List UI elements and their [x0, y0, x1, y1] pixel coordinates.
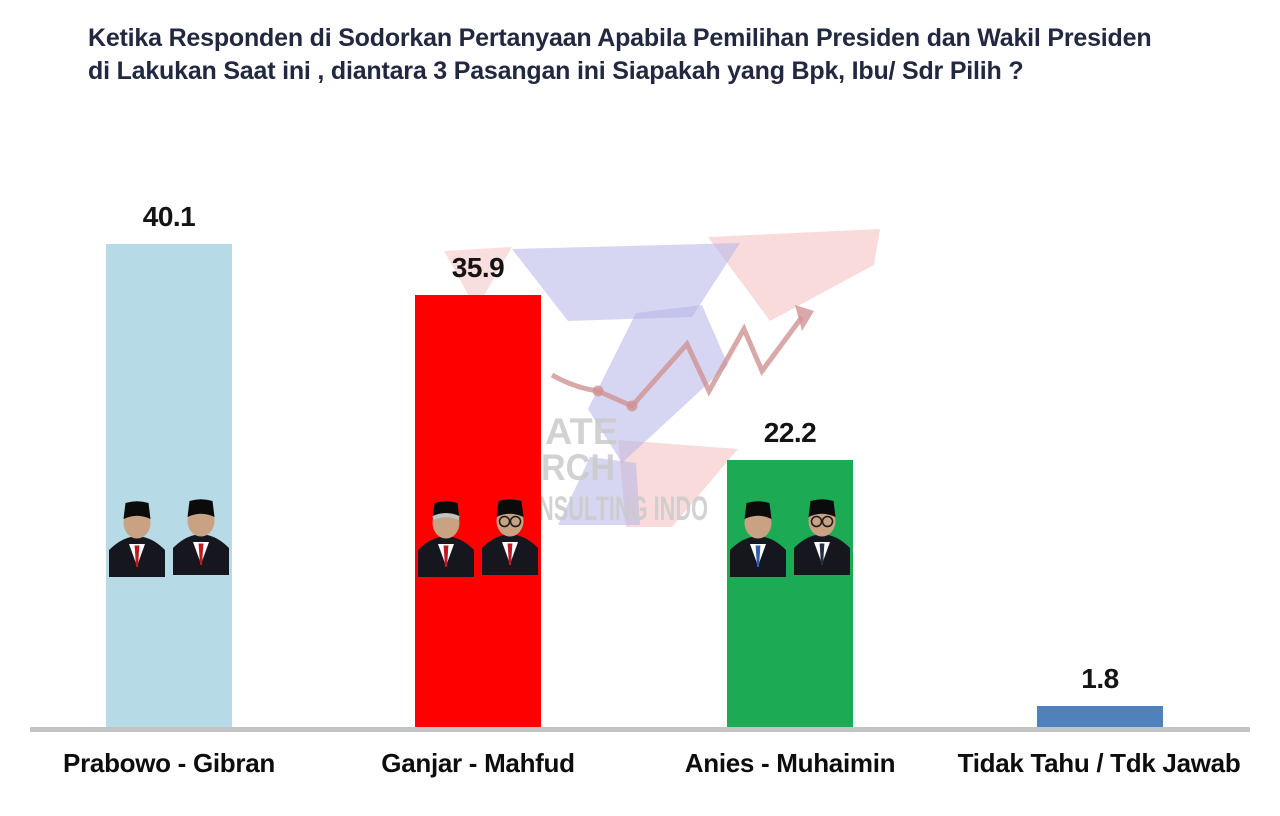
bar-column-anies-muhaimin: 22.2: [727, 417, 853, 728]
mahfud-photo: [482, 499, 538, 575]
chart-title-line1: Ketika Responden di Sodorkan Pertanyaan …: [88, 24, 1152, 52]
anies-muhaimin-pair-photo: [730, 499, 850, 577]
category-label-prabowo-gibran: Prabowo - Gibran: [63, 748, 275, 778]
watermark-text-line3: NSULTING INDO: [538, 490, 708, 528]
bar-value-label-anies-muhaimin: 22.2: [763, 417, 817, 448]
bar-value-label-tidak-tahu: 1.8: [1081, 663, 1119, 694]
muhaimin-photo: [794, 499, 850, 575]
bar-value-label-ganjar-mahfud: 35.9: [451, 252, 505, 283]
watermark-pink-triangle-top-right: [708, 229, 880, 321]
watermark-purple-band-bottom: [558, 457, 640, 525]
watermark-pink-triangle-bottom: [618, 440, 738, 527]
bar-tidak-tahu: [1037, 706, 1163, 728]
watermark-text-line1: ATE: [545, 411, 618, 452]
watermark-purple-band-top: [512, 243, 740, 321]
watermark-pink-triangle-top-left: [444, 247, 512, 309]
bar-column-ganjar-mahfud: 35.9: [415, 252, 541, 728]
ganjar-photo: [418, 501, 474, 577]
bar-column-tidak-tahu: 1.8: [1037, 663, 1163, 728]
anies-photo: [730, 501, 786, 577]
watermark-trend-arrowhead: [795, 305, 814, 331]
bar-value-label-prabowo-gibran: 40.1: [142, 201, 196, 232]
bar-prabowo-gibran: [106, 244, 232, 728]
prabowo-photo: [109, 501, 165, 577]
prabowo-gibran-pair-photo: [109, 499, 229, 577]
ganjar-mahfud-pair-photo: [418, 499, 538, 577]
chart-title-line2: di Lakukan Saat ini , diantara 3 Pasanga…: [88, 57, 1024, 85]
category-label-ganjar-mahfud: Ganjar - Mahfud: [381, 748, 575, 778]
gibran-photo: [173, 499, 229, 575]
watermark-purple-band-middle: [588, 305, 728, 463]
bar-ganjar-mahfud: [415, 295, 541, 728]
category-label-tidak-tahu: Tidak Tahu / Tdk Jawab: [957, 748, 1241, 778]
category-label-anies-muhaimin: Anies - Muhaimin: [684, 748, 896, 778]
watermark-trend-line-chart: [550, 305, 814, 412]
bar-anies-muhaimin: [727, 460, 853, 728]
x-axis-line: [30, 727, 1250, 732]
watermark-text-line2: RCH: [541, 447, 615, 488]
bar-column-prabowo-gibran: 40.1: [106, 201, 232, 728]
chart-title: Ketika Responden di Sodorkan Pertanyaan …: [88, 22, 1238, 88]
